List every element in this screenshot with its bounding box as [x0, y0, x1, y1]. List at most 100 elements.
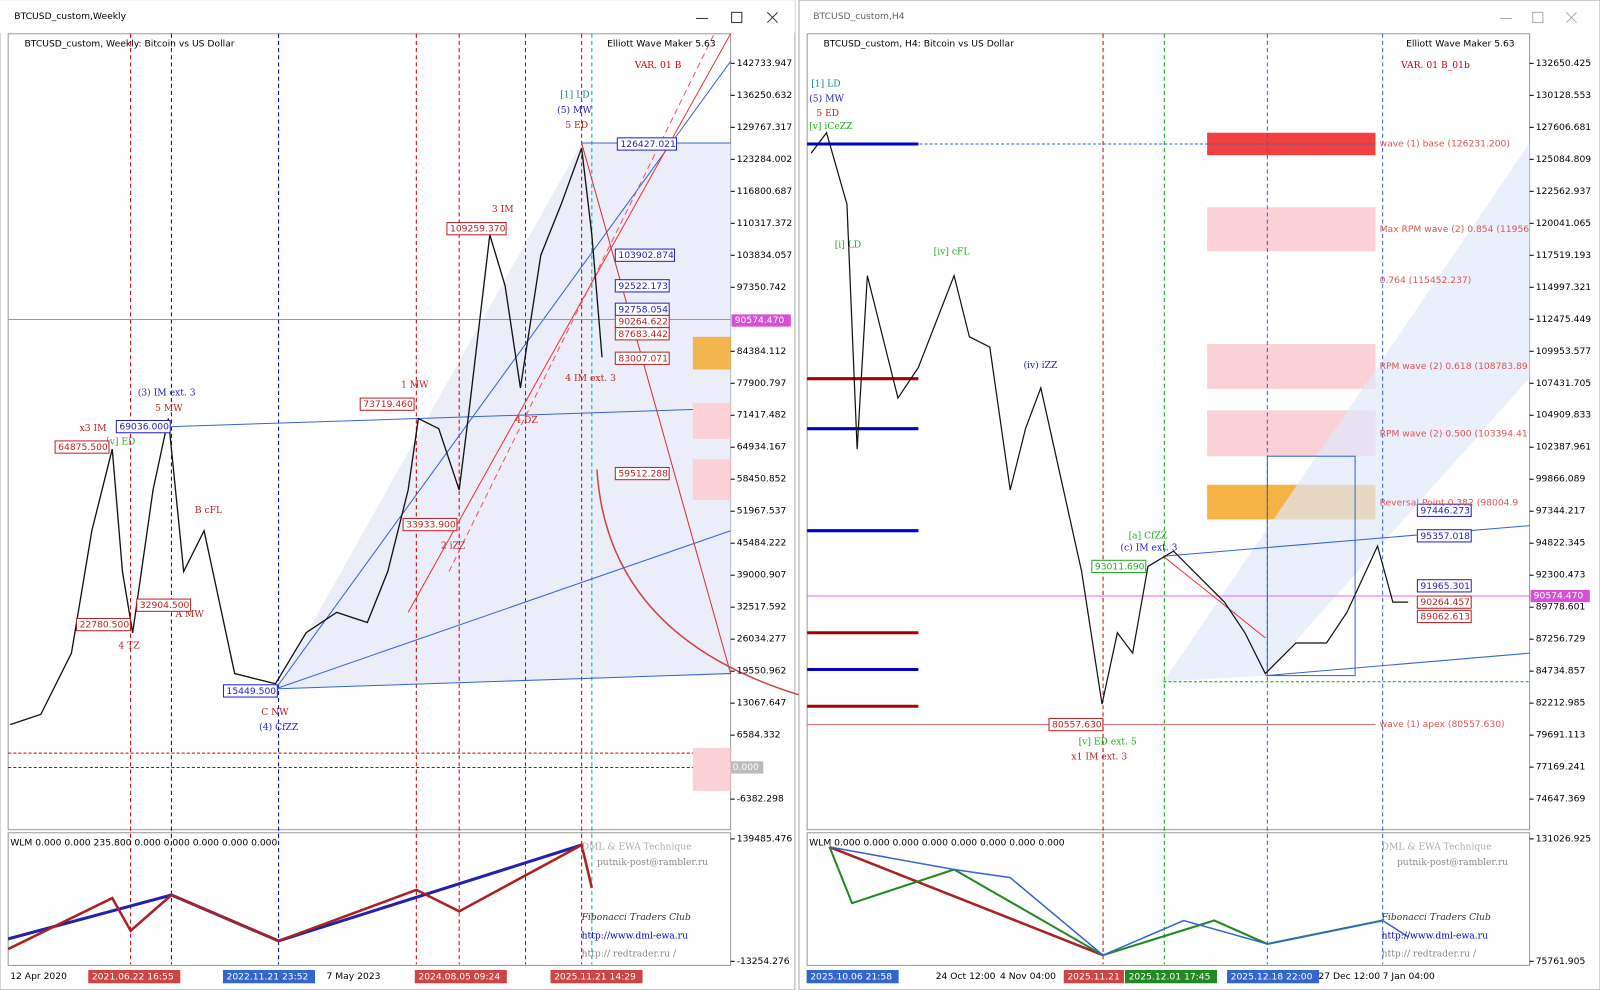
- credit-text: Fibonacci Traders Club: [1381, 912, 1491, 923]
- price-tick-label: 32517.592: [737, 602, 787, 613]
- wave-label: 4 TZ: [118, 641, 140, 652]
- price-tick-label: 39000.907: [737, 570, 787, 581]
- price-tick-label: 26034.277: [737, 634, 787, 645]
- price-box: 83007.071: [618, 353, 668, 364]
- price-box: 89062.613: [1420, 611, 1470, 622]
- wave-label: (5) MW: [557, 105, 592, 116]
- price-tick-label: 114997.321: [1536, 282, 1591, 293]
- sub-tick-label: 75761.905: [1536, 956, 1586, 967]
- time-label: 4 Nov 04:00: [1000, 971, 1056, 982]
- left-wave-red: [7, 843, 594, 951]
- time-label: 12 Apr 2020: [10, 971, 67, 982]
- sub-tick-label: -13254.276: [737, 956, 790, 967]
- price-box: 95357.018: [1420, 531, 1470, 542]
- price-box-box: [1416, 503, 1472, 517]
- price-tick-label: 97344.217: [1536, 506, 1586, 517]
- wave-label: 5 ED: [816, 108, 839, 119]
- price-box-box: [1416, 609, 1472, 624]
- right-price-series: [810, 131, 1409, 705]
- wave-label: (5) MW: [809, 94, 844, 105]
- wave-label: (3) IM ext. 3: [138, 387, 196, 398]
- price-tick-label: 71417.482: [737, 410, 787, 421]
- left-zone: [692, 459, 731, 501]
- price-tick-label: 123284.002: [737, 154, 792, 165]
- left-zone: [692, 748, 731, 791]
- wave-label: 2 iZZ: [441, 541, 466, 552]
- price-box: 59512.288: [618, 469, 668, 480]
- right-sub-pane: [806, 832, 1531, 966]
- price-tick-label: 6584.332: [737, 730, 781, 741]
- price-box-box: [614, 279, 670, 293]
- price-box: 92522.173: [618, 281, 668, 292]
- price-tick-label: 142733.947: [737, 58, 793, 69]
- time-label-box: [88, 970, 181, 984]
- right-zone: [1207, 207, 1376, 252]
- credit-text: putnik-post@rambler.ru: [597, 857, 708, 868]
- time-label: 2022.11.21 23:52: [227, 972, 309, 983]
- price-tick-label: 77900.797: [737, 378, 787, 389]
- wave-label: 4 DZ: [515, 415, 538, 426]
- price-box-box: [402, 517, 458, 532]
- price-box: 90264.457: [1420, 597, 1470, 608]
- price-box-box: [76, 617, 131, 632]
- chart-header: BTCUSD_custom, Weekly: Bitcoin vs US Dol…: [24, 38, 234, 49]
- wave-label: x3 IM: [80, 423, 107, 434]
- time-label-box: [1063, 970, 1124, 984]
- indicator-values: WLM 0.000 0.000 0.000 0.000 0.000 0.000 …: [809, 837, 1065, 848]
- zone-label: wave (1) base (126231.200): [1380, 138, 1510, 149]
- credit-text: DML & EWA Technique: [582, 842, 692, 853]
- price-box-box: [614, 248, 675, 262]
- price-tick-label: 45484.222: [737, 538, 787, 549]
- wave-label: [1] LD: [560, 90, 589, 101]
- time-label: 7 May 2023: [327, 971, 381, 982]
- window-title: BTCUSD_custom,Weekly: [14, 11, 126, 22]
- zone-label: Reversal Point 0.382 (98004.9: [1380, 498, 1519, 509]
- price-box-box: [222, 684, 278, 698]
- sub-tick-label: 139485.476: [737, 833, 793, 844]
- price-tick-label: 104909.833: [1536, 410, 1592, 421]
- wave-label: B cFL: [195, 505, 222, 516]
- chart-header: BTCUSD_custom, H4: Bitcoin vs US Dollar: [823, 38, 1014, 49]
- wave-label: 5 MW: [155, 403, 183, 414]
- current-price: 90574.470: [735, 315, 785, 326]
- price-tick-label: 110317.372: [737, 218, 792, 229]
- indicator-values: WLM 0.000 0.000 235.800 0.000 0.000 0.00…: [10, 837, 277, 848]
- credit-text: http:// redtrader.ru /: [1382, 949, 1477, 960]
- price-tick-label: 122562.937: [1536, 186, 1592, 197]
- indicator-name: Elliott Wave Maker 5.63: [607, 38, 716, 49]
- indicator-name: Elliott Wave Maker 5.63: [1406, 38, 1515, 49]
- price-tick-label: 84384.112: [737, 346, 787, 357]
- right-wave-red: [829, 845, 1104, 957]
- time-label: 2021.06.22 16:55: [92, 972, 174, 983]
- left-zone: [692, 336, 731, 370]
- price-tick-label: 99866.089: [1536, 474, 1586, 485]
- right-window-controls[interactable]: [1500, 11, 1577, 24]
- zone-label: 0.764 (115452.237): [1380, 275, 1472, 286]
- time-label: 2025.11.21: [1067, 972, 1120, 983]
- wave-label: [iv] cFL: [934, 247, 970, 258]
- price-box-box: [614, 351, 670, 365]
- time-label: 27 Dec 12:00: [1318, 971, 1380, 982]
- left-zone: [692, 403, 731, 439]
- price-box-box: [1416, 579, 1472, 593]
- price-tick-label: 107431.705: [1536, 378, 1592, 389]
- wave-label: 5 ED: [565, 120, 588, 131]
- price-tick-label: 97350.742: [737, 282, 787, 293]
- wave-label: 1 MW: [401, 379, 429, 390]
- left-window-controls[interactable]: [695, 11, 778, 24]
- price-tick-label: 84734.857: [1536, 666, 1586, 677]
- price-box-box: [359, 397, 415, 411]
- price-tick-label: 120041.065: [1536, 218, 1592, 229]
- wave-label: 3 IM: [492, 204, 514, 215]
- wave-label: x1 IM ext. 3: [1071, 752, 1127, 763]
- price-box-box: [1048, 717, 1104, 732]
- zero-box: [730, 761, 764, 774]
- price-tick-label: -6382.298: [737, 794, 784, 805]
- price-box: 103902.874: [618, 250, 674, 261]
- price-box: 92758.054: [618, 304, 668, 315]
- zone-label: RPM wave (2) 0.500 (103394.41: [1380, 428, 1528, 439]
- time-label: 7 Jan 04:00: [1383, 971, 1435, 982]
- price-tick-label: 58450.852: [737, 474, 787, 485]
- time-label: 2025.12.18 22:00: [1231, 972, 1313, 983]
